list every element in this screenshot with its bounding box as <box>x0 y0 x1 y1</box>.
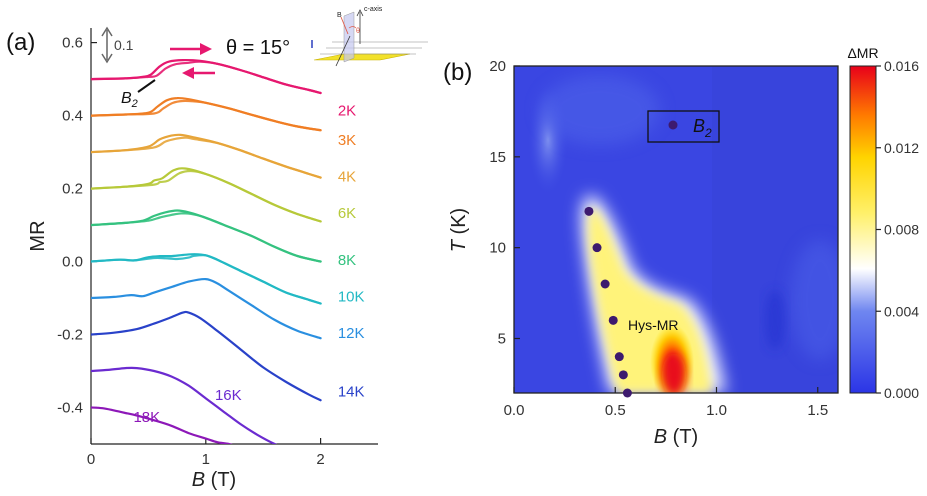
sweep-up-arrow <box>170 43 212 55</box>
b-y-label-var: T <box>448 238 470 252</box>
b-xtick-label: 0.5 <box>605 402 626 419</box>
a-y-axis-label: MR <box>27 220 49 251</box>
mr-curve-return-8K <box>91 212 322 263</box>
b-y-axis-label: T (K) <box>448 208 470 252</box>
mr-curve-6K <box>91 167 322 223</box>
b2-annotation: B2 <box>121 90 138 110</box>
curve-label-2K: 2K <box>338 103 356 120</box>
colorbar-gradient <box>849 65 877 394</box>
b2-legend-label: B2 <box>693 116 712 140</box>
b2-point <box>600 279 610 289</box>
a-ytick-label: 0.6 <box>62 35 83 52</box>
b-ytick-label: 5 <box>498 331 506 348</box>
b2-legend-main: B <box>693 116 705 136</box>
curve-label-16K: 16K <box>215 387 242 404</box>
b2-legend: B2 <box>647 110 720 143</box>
panel-a-label: (a) <box>6 29 35 56</box>
angle-label: θ = 15° <box>226 37 290 59</box>
mr-curve-return-3K <box>91 99 322 132</box>
b2-point <box>618 370 628 380</box>
a-ytick-label: -0.4 <box>57 400 83 417</box>
colorbar-tick-label: 0.016 <box>884 58 919 74</box>
mr-curve-16K <box>91 366 278 444</box>
b-ytick-label: 20 <box>489 58 506 75</box>
b2-point <box>584 206 594 216</box>
b2-pointer <box>137 79 156 93</box>
mr-curve-18K <box>91 406 233 444</box>
a-xtick-label: 0 <box>87 451 95 468</box>
b-xtick-label: 1.0 <box>706 402 727 419</box>
heatmap <box>514 66 838 393</box>
b2-annotation-sub: 2 <box>131 98 138 110</box>
b-x-label-unit: (T) <box>673 426 699 448</box>
a-x-label-unit: (T) <box>211 469 237 491</box>
b-x-axis-label: B (T) <box>654 426 698 448</box>
a-ytick-label: 0.4 <box>62 108 83 125</box>
colorbar-tick-label: 0.012 <box>884 140 919 156</box>
mr-curve-2K <box>91 58 322 95</box>
sweep-down-arrow <box>182 67 215 79</box>
curve-label-12K: 12K <box>338 325 365 342</box>
mr-curve-return-2K <box>91 60 322 95</box>
heatmap-frame <box>513 65 839 394</box>
b2-annotation-main: B <box>121 90 132 107</box>
b-ytick-label: 10 <box>489 240 506 257</box>
mr-curve-return-4K <box>91 136 322 179</box>
mr-curve-return-6K <box>91 169 322 223</box>
panel-a-plot: 0.6 0.4 0.2 0.0 -0.2 -0.4 0 1 2 2K 3K 4K 6K 8K 10K 12… <box>27 6 428 491</box>
curve-label-8K: 8K <box>338 252 356 269</box>
mr-curve-12K <box>91 277 322 340</box>
mr-curve-14K <box>91 310 322 402</box>
colorbar-title: ΔMR <box>847 45 878 61</box>
panel-b-label: (b) <box>443 59 472 86</box>
b2-point <box>614 352 624 362</box>
scale-bar: 0.1 <box>101 26 134 64</box>
b-xtick-label: 1.5 <box>807 402 828 419</box>
a-xtick-label: 2 <box>316 451 324 468</box>
a-xtick-label: 1 <box>202 451 210 468</box>
curve-label-10K: 10K <box>338 289 365 306</box>
b2-point <box>592 243 602 253</box>
b2-legend-marker <box>668 120 678 130</box>
a-x-axis-label: B (T) <box>192 469 236 491</box>
a-ytick-label: -0.2 <box>57 327 83 344</box>
curve-label-4K: 4K <box>338 168 356 185</box>
inset-c-axis-label: c-axis <box>364 6 383 13</box>
colorbar-tick-label: 0.000 <box>884 385 919 401</box>
curve-label-6K: 6K <box>338 205 356 222</box>
b-y-label-unit: (K) <box>448 208 470 235</box>
curve-label-18K: 18K <box>133 409 160 426</box>
a-ytick-label: 0.0 <box>62 254 83 271</box>
colorbar-tick-label: 0.004 <box>884 303 919 319</box>
geometry-inset: c-axis B θ <box>311 6 428 67</box>
a-ytick-label: 0.2 <box>62 181 83 198</box>
curve-label-3K: 3K <box>338 132 356 149</box>
b2-point <box>622 388 632 398</box>
b-ytick-label: 15 <box>489 149 506 166</box>
mr-curve-return-10K <box>91 253 322 305</box>
inset-theta-label: θ <box>356 28 360 35</box>
colorbar-tick-label: 0.008 <box>884 222 919 238</box>
inset-b-label: B <box>337 12 342 19</box>
a-x-label-var: B <box>192 469 205 491</box>
b-xtick-label: 0.0 <box>504 402 525 419</box>
scale-bar-label: 0.1 <box>114 37 134 53</box>
hys-mr-label: Hys-MR <box>628 317 679 333</box>
b-x-label-var: B <box>654 426 667 448</box>
curve-label-14K: 14K <box>338 384 365 401</box>
b2-point <box>608 315 618 325</box>
b2-legend-sub: 2 <box>704 126 712 140</box>
colorbar: ΔMR 0.016 0.012 0.008 0.004 0.000 <box>847 45 919 401</box>
